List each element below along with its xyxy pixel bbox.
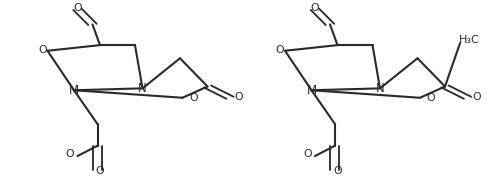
Text: O: O: [96, 166, 104, 176]
Text: O: O: [38, 45, 47, 55]
Text: O: O: [66, 149, 74, 159]
Text: M: M: [69, 84, 79, 97]
Text: O: O: [73, 3, 82, 14]
Text: O: O: [189, 93, 198, 103]
Text: N: N: [376, 82, 384, 95]
Text: H₃C: H₃C: [458, 35, 479, 45]
Text: O: O: [310, 3, 320, 14]
Text: O: O: [426, 93, 436, 103]
Text: O: O: [333, 166, 342, 176]
Text: O: O: [472, 92, 481, 102]
Text: O: O: [303, 149, 312, 159]
Text: O: O: [276, 45, 284, 55]
Text: M: M: [306, 84, 316, 97]
Text: N: N: [138, 82, 147, 95]
Text: O: O: [234, 92, 244, 102]
